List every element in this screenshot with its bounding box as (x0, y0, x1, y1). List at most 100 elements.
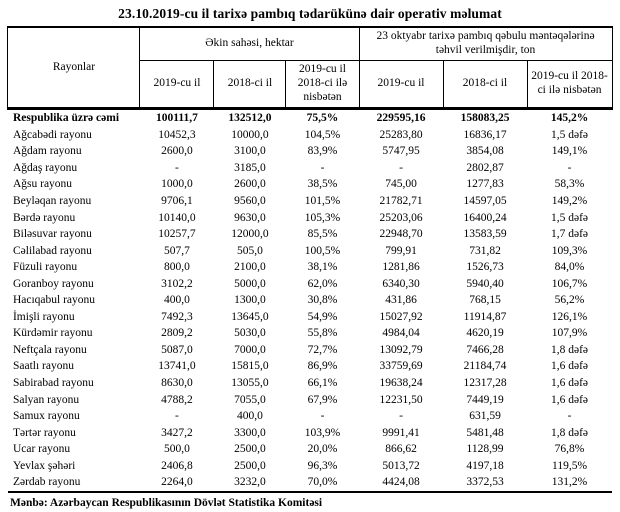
subheader-ekin-2018: 2018-ci il (213, 60, 287, 110)
value-cell: 10140,0 (158, 211, 196, 224)
region-name-cell: Neftçala rayonu (12, 343, 87, 356)
value-cell: 6340,30 (382, 277, 420, 290)
value-cell: 76,8% (554, 443, 585, 456)
value-cell: 2100,0 (234, 261, 266, 274)
value-cell: 62,0% (307, 277, 338, 290)
value-cell: 5013,72 (382, 459, 420, 472)
region-name-cell: Bərdə rayonu (12, 211, 76, 224)
table-row: Tərtər rayonu 3427,2 3300,0 103,9% 9991,41 54… (8, 424, 612, 441)
value-cell: 7000,0 (234, 343, 266, 356)
value-cell: 2600,0 (234, 178, 266, 191)
region-name-cell: Ucar rayonu (12, 443, 71, 456)
subheader-tehvil-2019: 2019-cu il (358, 60, 444, 110)
value-cell: 107,9% (551, 327, 588, 340)
region-name-cell: Samux rayonu (12, 410, 80, 423)
table-row: Cəlilabad rayonu 507,7 505,0 100,5% 799,91 73… (8, 242, 612, 259)
value-cell: 158083,25 (460, 112, 510, 125)
value-cell: 2600,0 (161, 145, 193, 158)
subheader-ekin-2019: 2019-cu il (139, 60, 215, 110)
value-cell: 507,7 (164, 244, 190, 257)
value-cell: - (320, 410, 325, 423)
value-cell: 9630,0 (234, 211, 266, 224)
value-cell: 1,5 dəfə (550, 211, 589, 224)
table-row: Yevlax şəhəri 2406,8 2500,0 96,3% 5013,72 419… (8, 457, 612, 474)
value-cell: 1000,0 (161, 178, 193, 191)
value-cell: 15027,92 (379, 310, 423, 323)
value-cell: 67,9% (307, 393, 338, 406)
value-cell: 131,2% (551, 476, 588, 489)
region-name-cell: Beyləqan rayonu (12, 195, 92, 207)
value-cell: 5087,0 (161, 343, 193, 356)
value-cell: 7466,28 (466, 343, 504, 356)
value-cell: 3185,0 (234, 161, 266, 174)
value-cell: 800,0 (164, 261, 190, 274)
value-cell: 745,00 (385, 178, 417, 191)
value-cell: 33759,69 (379, 360, 423, 373)
page-title: 23.10.2019-cu il tarixə pambıq tədarükün… (118, 6, 502, 21)
table-row: Ağdaş rayonu - 3185,0 - - 2802,87 - (8, 160, 612, 177)
value-cell: 13055,0 (231, 377, 269, 390)
region-name-cell: Ağdam rayonu (12, 145, 82, 158)
value-cell: 85,5% (307, 228, 338, 241)
table-row: Samux rayonu - 400,0 - - 631,59 - (8, 408, 612, 425)
value-cell: 3102,2 (161, 277, 193, 290)
value-cell: 5747,95 (382, 145, 420, 158)
value-cell: 106,7% (551, 277, 588, 290)
table-row: Zərdab rayonu 2264,0 3232,0 70,0% 4424,08 337… (8, 474, 612, 492)
header-rayonlar: Rayonlar (7, 26, 141, 110)
region-name-cell: İmişli rayonu (12, 310, 75, 323)
region-name-cell: Goranboy rayonu (12, 277, 94, 290)
value-cell: 2500,0 (234, 459, 266, 472)
value-cell: 16400,24 (463, 211, 507, 224)
value-cell: 1277,83 (466, 178, 504, 191)
value-cell: 731,82 (469, 244, 501, 257)
table-row: Bərdə rayonu 10140,0 9630,0 105,3% 25203,06 1… (8, 209, 612, 226)
table-row: Ucar rayonu 500,0 2500,0 20,0% 866,62 1128,99… (8, 441, 612, 458)
table-row: Ağdam rayonu 2600,0 3100,0 83,9% 5747,95 3854… (8, 143, 612, 160)
value-cell: - (175, 410, 179, 423)
value-cell: 21184,74 (463, 360, 507, 373)
value-cell: 5940,40 (466, 277, 504, 290)
value-cell: 21782,71 (379, 195, 423, 207)
value-cell: 1128,99 (466, 443, 504, 456)
value-cell: 84,0% (554, 261, 585, 274)
region-name-cell: Hacıqabul rayonu (12, 294, 96, 307)
value-cell: 7449,19 (466, 393, 504, 406)
value-cell: 66,1% (307, 377, 338, 390)
value-cell: 3372,53 (466, 476, 504, 489)
table-row: Kürdəmir rayonu 2809,2 5030,0 55,8% 4984,04 4… (8, 325, 612, 342)
table-row: Goranboy rayonu 3102,2 5000,0 62,0% 6340,30 5… (8, 275, 612, 292)
value-cell: 12000,0 (231, 228, 269, 241)
value-cell: 22948,70 (379, 228, 423, 241)
value-cell: 400,0 (237, 410, 263, 423)
subheader-ekin-nisbeten: 2019-cu il 2018-ci ilə nisbətən (285, 60, 360, 110)
value-cell: 1281,86 (382, 261, 420, 274)
value-cell: 1,8 dəfə (550, 426, 589, 439)
value-cell: 1,5 dəfə (550, 128, 589, 141)
table-row: Beyləqan rayonu 9706,1 9560,0 101,5% 21782,7… (8, 193, 612, 210)
value-cell: 13583,59 (463, 228, 507, 241)
value-cell: 1,6 dəfə (550, 360, 589, 373)
table-row: Sabirabad rayonu 8630,0 13055,0 66,1% 19638,… (8, 375, 612, 392)
value-cell: 100111,7 (156, 112, 198, 125)
value-cell: 25283,80 (379, 128, 423, 141)
value-cell: 1,7 dəfə (550, 228, 589, 241)
value-cell: 3854,08 (466, 145, 504, 158)
value-cell: 38,5% (307, 178, 338, 191)
value-cell: 229595,16 (376, 112, 426, 125)
value-cell: 5481,48 (466, 426, 504, 439)
value-cell: 58,3% (554, 178, 585, 191)
value-cell: 16836,17 (463, 128, 507, 141)
data-table: Rayonlar Əkin sahəsi, hektar 23 oktyabr … (7, 26, 613, 493)
value-cell: 9991,41 (382, 426, 420, 439)
table-row: Respublika üzrə cəmi 100111,7 132512,0 75,5… (8, 109, 612, 127)
value-cell: 12231,50 (379, 393, 423, 406)
value-cell: 13645,0 (231, 310, 269, 323)
value-cell: 1,6 dəfə (550, 393, 589, 406)
value-cell: 2406,8 (161, 459, 193, 472)
value-cell: 1300,0 (234, 294, 266, 307)
value-cell: 2809,2 (161, 327, 193, 340)
value-cell: 86,9% (307, 360, 338, 373)
value-cell: - (399, 410, 403, 423)
